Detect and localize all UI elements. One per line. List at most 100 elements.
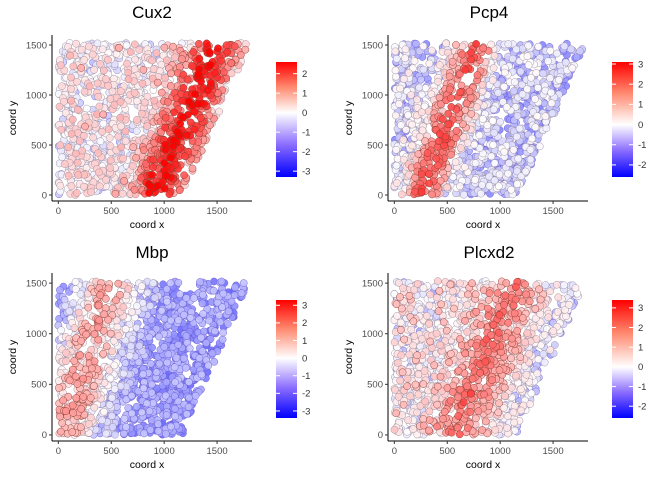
scatter-point (166, 279, 175, 288)
scatter-points (390, 277, 583, 439)
scatter-point (99, 110, 108, 119)
scatter-point (114, 279, 123, 288)
y-tick-label: 1500 (362, 40, 383, 51)
y-axis-label: coord y (343, 100, 355, 135)
scatter-point (444, 109, 453, 118)
scatter-point (71, 149, 80, 158)
scatter-point (121, 137, 130, 145)
scatter-point (170, 136, 178, 145)
scatter-point (100, 310, 109, 319)
scatter-point (568, 64, 577, 73)
scatter-point (132, 402, 141, 411)
colorbar-tick-label: -3 (302, 166, 310, 177)
scatter-point (547, 99, 556, 108)
scatter-point (534, 83, 542, 92)
colorbar-tick-label: -3 (302, 406, 310, 417)
scatter-point (435, 93, 444, 102)
scatter-point (60, 66, 69, 75)
y-tick-label: 0 (42, 430, 47, 441)
scatter-point (79, 131, 88, 140)
scatter-point (108, 423, 117, 431)
colorbar-tick-label: 0 (302, 108, 307, 119)
scatter-point (79, 392, 88, 401)
scatter-point (147, 388, 156, 397)
scatter-point (548, 109, 557, 118)
scatter-point (82, 330, 90, 339)
scatter-point (129, 162, 137, 170)
scatter-point (185, 378, 193, 386)
scatter-point (166, 154, 175, 162)
scatter-point (494, 88, 503, 97)
scatter-point (555, 76, 563, 84)
scatter-point (447, 150, 455, 159)
scatter-point (85, 420, 93, 428)
colorbar-tick-label: -2 (638, 160, 646, 171)
scatter-point (68, 401, 77, 410)
colorbar (612, 62, 633, 177)
scatter-point (202, 39, 211, 48)
scatter-point (182, 332, 191, 340)
scatter-point (163, 297, 171, 306)
scatter-point (504, 169, 512, 178)
scatter-point (489, 141, 498, 149)
panel-title: Cux2 (132, 3, 172, 22)
scatter-point (150, 96, 159, 105)
scatter-point (105, 134, 114, 142)
scatter-point (182, 131, 191, 139)
scatter-points (54, 277, 248, 439)
scatter-point (485, 182, 494, 190)
scatter-point (162, 56, 171, 65)
x-tick-label: 0 (56, 206, 61, 217)
scatter-point (55, 384, 63, 392)
scatter-point (215, 311, 223, 320)
scatter-point (477, 189, 485, 198)
scatter-point (118, 348, 127, 357)
scatter-point (77, 64, 86, 72)
scatter-point (76, 423, 85, 432)
scatter-point (87, 413, 95, 422)
scatter-point (85, 82, 94, 91)
scatter-point (152, 49, 161, 57)
scatter-point (89, 133, 97, 142)
scatter-point (444, 120, 453, 129)
scatter-point (106, 156, 115, 165)
scatter-point (416, 305, 425, 314)
scatter-point (521, 167, 530, 176)
scatter-point (73, 158, 82, 167)
scatter-point (145, 189, 153, 197)
scatter-point (154, 420, 163, 428)
scatter-point (157, 306, 166, 315)
y-tick-label: 0 (378, 190, 383, 201)
scatter-point (114, 132, 123, 141)
scatter-point (214, 44, 222, 53)
scatter-point (448, 57, 457, 66)
scatter-point (161, 123, 169, 132)
scatter-points (390, 39, 587, 199)
scatter-point (392, 145, 401, 154)
scatter-point (461, 66, 470, 74)
scatter-point (133, 302, 141, 310)
scatter-point (117, 122, 125, 131)
scatter-point (148, 170, 157, 179)
scatter-point (432, 154, 440, 163)
y-tick-label: 1000 (26, 329, 47, 340)
scatter-point (175, 290, 184, 299)
scatter-point (65, 307, 74, 316)
scatter-point (130, 65, 139, 74)
scatter-point (120, 414, 129, 423)
scatter-point (138, 79, 147, 88)
scatter-point (71, 278, 80, 286)
scatter-point (204, 361, 213, 370)
scatter-point (121, 127, 130, 136)
scatter-point (423, 149, 432, 157)
scatter-point (434, 77, 442, 86)
scatter-point (73, 105, 82, 114)
scatter-point (478, 115, 487, 123)
scatter-point (111, 430, 119, 439)
scatter-point (425, 59, 434, 68)
scatter-point (479, 44, 488, 53)
scatter-point (166, 316, 175, 325)
scatter-point (397, 190, 406, 199)
scatter-point (102, 75, 110, 83)
